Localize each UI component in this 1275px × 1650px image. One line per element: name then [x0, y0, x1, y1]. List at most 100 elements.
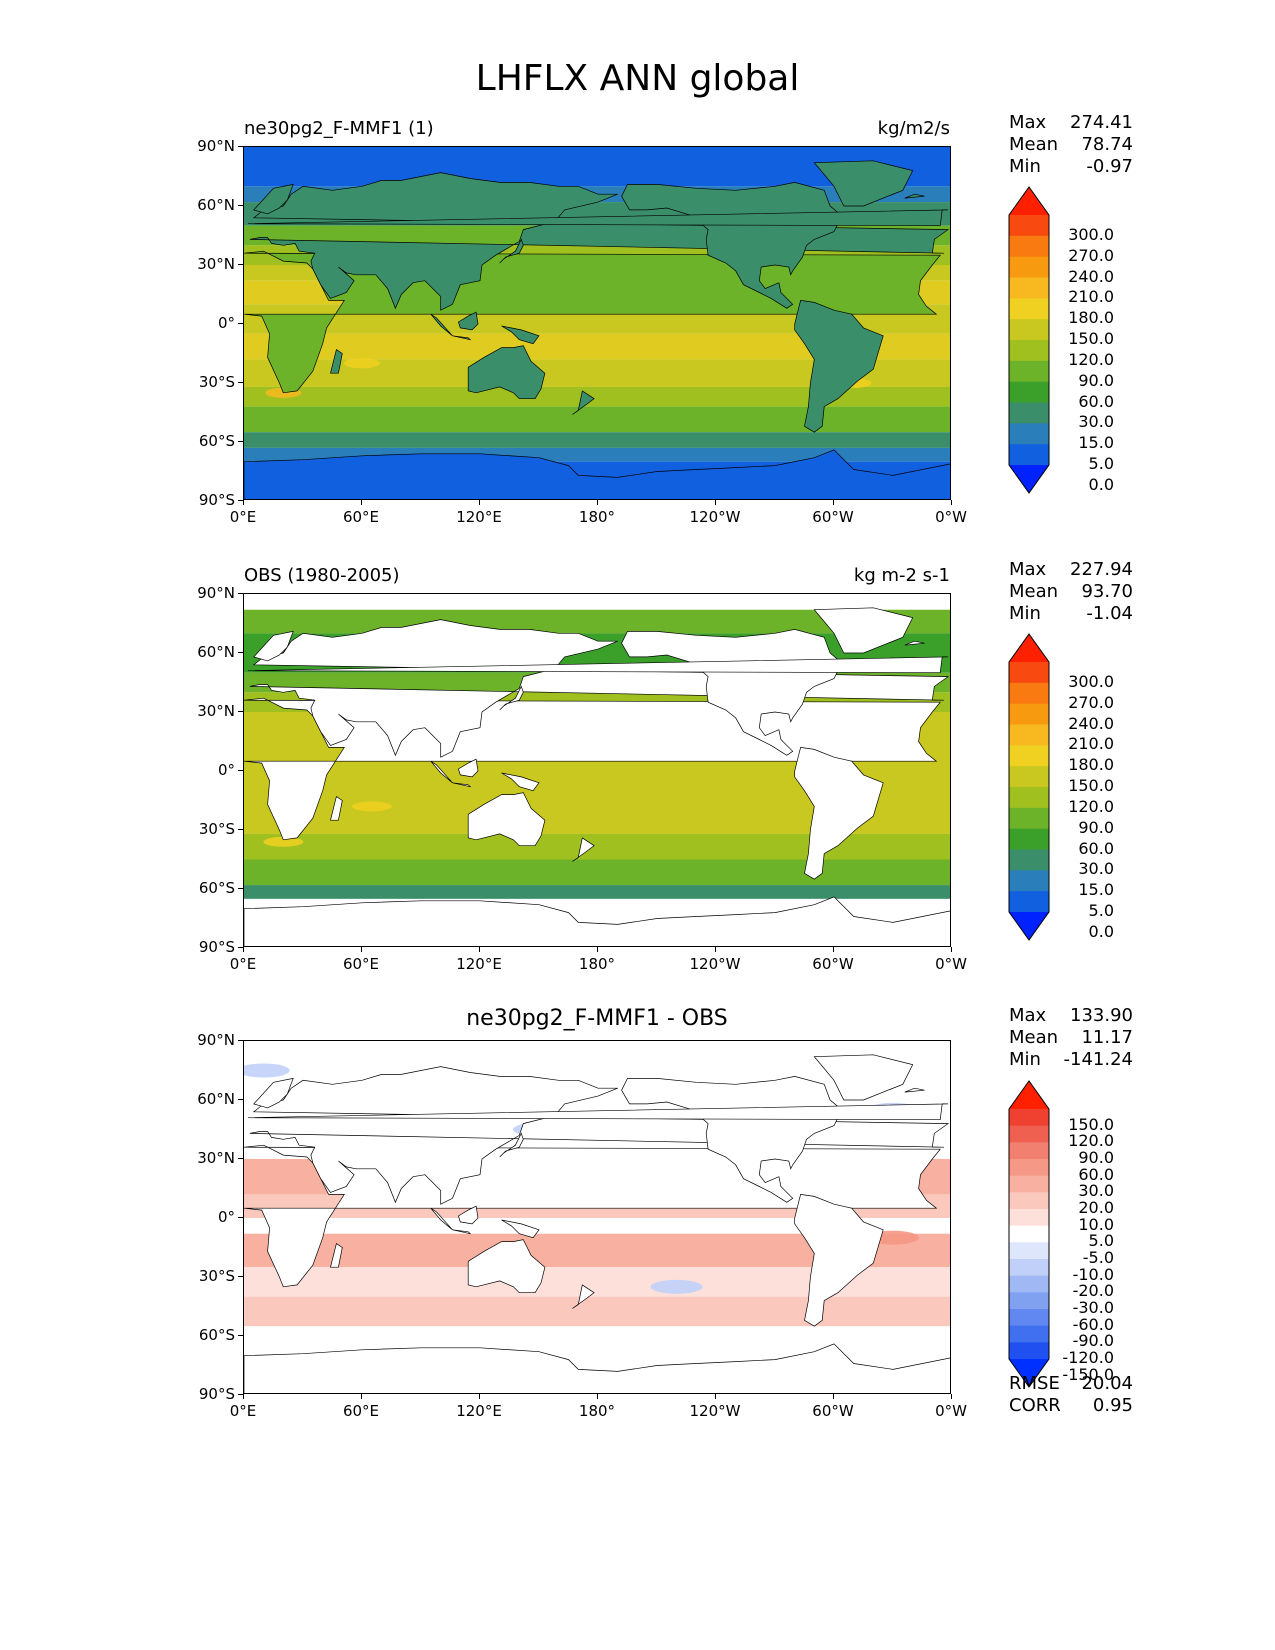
y-tick-label: 60°N: [197, 1090, 235, 1108]
colorbar-segment: [1009, 1225, 1049, 1243]
x-tick-mark: [479, 1394, 480, 1399]
y-tick-label: 60°N: [197, 196, 235, 214]
colorbar-segment: [1009, 682, 1049, 705]
colorbar-segment: [1009, 215, 1049, 237]
x-tick-mark: [833, 947, 834, 952]
diff-land-10: [501, 1219, 540, 1239]
colorbar-label: 270.0: [1068, 692, 1114, 712]
obs-land-8: [452, 782, 472, 788]
panel1-max-value: 274.41: [1070, 112, 1133, 133]
y-tick-mark: [238, 1158, 243, 1159]
y-tick-label: 90°S: [198, 1385, 235, 1403]
diff-band-2: [244, 1218, 950, 1234]
colorbar-label: 120.0: [1068, 349, 1114, 369]
y-tick-mark: [238, 947, 243, 948]
x-tick-label: 120°W: [689, 1402, 741, 1420]
obs-band-6: [244, 859, 950, 886]
y-tick-mark: [238, 1276, 243, 1277]
y-tick-mark: [238, 593, 243, 594]
panel1-mean-label: Mean: [1009, 134, 1059, 155]
colorbar-segment: [1009, 444, 1049, 466]
x-tick-mark: [361, 500, 362, 505]
colorbar-segment: [1009, 1275, 1049, 1293]
y-tick-label: 30°S: [198, 1267, 235, 1285]
diff-land-16: [253, 1077, 294, 1109]
colorbar-segment: [1009, 298, 1049, 320]
colorbar-top-arrow: [1009, 1081, 1049, 1109]
colorbar-label: 0.0: [1088, 474, 1114, 494]
y-tick-mark: [238, 1217, 243, 1218]
colorbar-label: 120.0: [1068, 796, 1114, 816]
x-tick-label: 60°E: [342, 508, 380, 526]
colorbar-label: 60.0: [1078, 838, 1114, 858]
x-tick-mark: [243, 1394, 244, 1399]
model-land-4: [794, 300, 884, 433]
colorbar-label: 90.0: [1078, 1148, 1114, 1167]
y-tick-label: 90°N: [197, 137, 235, 155]
model-land-12: [330, 349, 343, 374]
colorbar-segment: [1009, 807, 1049, 830]
model-hotspot-3: [344, 358, 380, 369]
colorbar-label: 240.0: [1068, 713, 1114, 733]
obs-land-11: [499, 685, 524, 711]
colorbar-label: 5.0: [1088, 454, 1114, 473]
diff-land-5: [813, 1054, 914, 1101]
colorbar-label: -20.0: [1072, 1281, 1114, 1301]
y-tick-mark: [238, 382, 243, 383]
colorbar-segment: [1009, 1159, 1049, 1177]
colorbar-label: 15.0: [1078, 433, 1114, 453]
colorbar-segment: [1009, 828, 1049, 850]
colorbar-segment: [1009, 703, 1049, 725]
colorbar-segment: [1009, 870, 1049, 892]
x-tick-label: 120°W: [689, 955, 741, 973]
obs-band-7: [244, 885, 950, 899]
colorbar-label: 0.0: [1088, 921, 1114, 941]
colorbar-segment: [1009, 891, 1049, 913]
diff-land-4: [794, 1194, 884, 1327]
y-tick-mark: [238, 1394, 243, 1395]
x-tick-mark: [597, 500, 598, 505]
model-land-8: [452, 335, 472, 341]
y-tick-label: 60°S: [198, 432, 235, 450]
x-tick-label: 180°: [578, 508, 616, 526]
colorbar-segment: [1009, 662, 1049, 684]
colorbar-segment: [1009, 724, 1049, 746]
colorbar-label: 5.0: [1088, 901, 1114, 920]
colorbar-segment: [1009, 1342, 1049, 1360]
x-tick-mark: [715, 1394, 716, 1399]
y-tick-mark: [238, 441, 243, 442]
panel2-map: [243, 593, 951, 947]
colorbar-label: -120.0: [1062, 1348, 1114, 1367]
y-tick-label: 90°N: [197, 584, 235, 602]
y-tick-label: 30°S: [198, 820, 235, 838]
colorbar-label: -150.0: [1062, 1364, 1114, 1384]
panel3-mean-label: Mean: [1009, 1027, 1059, 1048]
panel1-min-label: Min: [1009, 156, 1041, 177]
obs-land-14: [247, 656, 949, 674]
colorbar-label: 300.0: [1068, 671, 1114, 691]
panel2-min-value: -1.04: [1086, 603, 1133, 624]
obs-land-16: [253, 630, 294, 662]
panel1-stats: Max 274.41 Mean 78.74 Min -0.97: [1009, 112, 1133, 178]
y-tick-mark: [238, 205, 243, 206]
y-tick-label: 60°S: [198, 1326, 235, 1344]
colorbar-segment: [1009, 235, 1049, 258]
y-tick-label: 90°N: [197, 1031, 235, 1049]
panel3-rmse-value: 20.04: [1081, 1373, 1133, 1394]
colorbar-label: 30.0: [1078, 859, 1114, 879]
colorbar-svg-1: [1008, 186, 1050, 494]
colorbar-label: 5.0: [1088, 1231, 1114, 1251]
diff-land-2: [467, 1239, 546, 1294]
x-tick-mark: [479, 500, 480, 505]
obs-land-10: [501, 772, 540, 792]
x-tick-mark: [597, 947, 598, 952]
model-land-9: [457, 311, 479, 331]
panel3-max-label: Max: [1009, 1005, 1047, 1026]
colorbar-label: 180.0: [1068, 308, 1114, 328]
colorbar-segment: [1009, 1242, 1049, 1260]
panel3-corr-label: CORR: [1009, 1395, 1061, 1416]
x-tick-label: 120°E: [456, 508, 502, 526]
colorbar-segment: [1009, 1192, 1049, 1210]
colorbar-label: 20.0: [1078, 1198, 1114, 1217]
model-land-6: [244, 449, 950, 499]
